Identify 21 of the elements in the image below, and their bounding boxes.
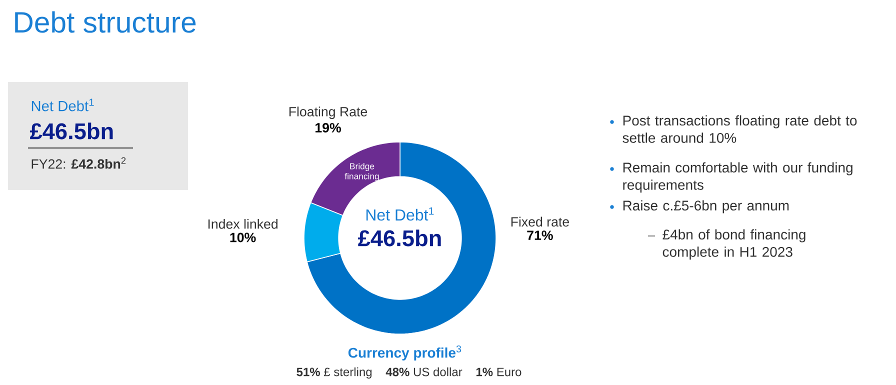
text: 1% Euro [476,368,522,376]
text: Raise c.£5-6bn per annum [623,200,789,214]
data-label: 71% [527,230,553,240]
text: Remain comfortable with our funding requirements [623,162,852,193]
text: FY22: £42.8bn$^{2}$ [32,157,126,169]
chart-title: Debt structure [15,11,196,33]
text: Post transactions floating rate debt to settle around 10% [622,115,857,143]
text: Bridge financing [344,162,379,182]
data-label: 19% [316,123,341,132]
text: 48% US dollar [386,367,462,376]
slice-label: Fixed rate [511,216,569,227]
slice-label: Index linked [208,218,278,229]
text: Net Debt$^{1}$ [32,98,94,112]
slice-label: Floating Rate [289,106,368,120]
text: Currency profile$^{3}$ [348,345,462,361]
data-label: 10% [230,232,256,242]
text: Net Debt$^{1}$ [366,207,434,221]
text: £46.5bn [358,230,441,246]
text: 51% £ sterling [296,367,372,379]
text: £46.5bn [30,122,113,140]
text: £4bn of bond financing complete in H1 2023 [662,229,806,260]
